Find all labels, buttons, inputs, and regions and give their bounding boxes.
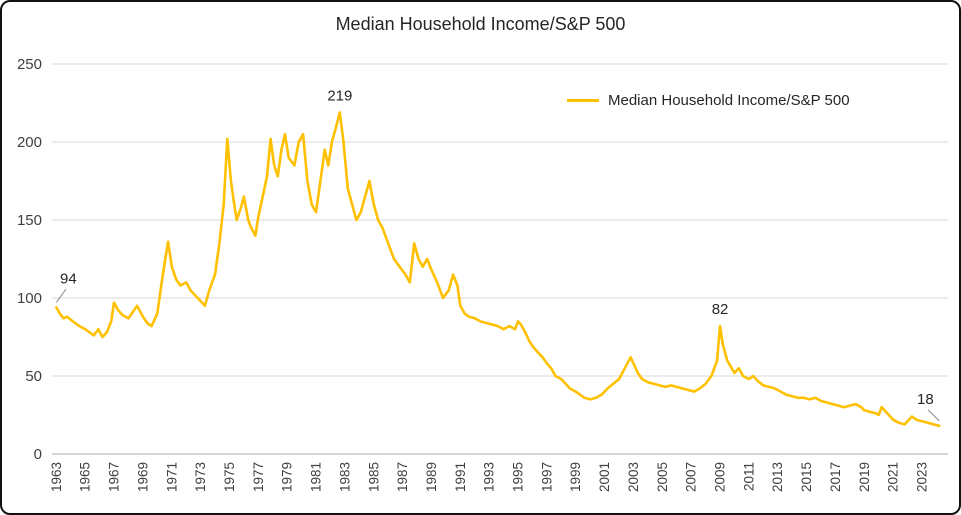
svg-text:2001: 2001 — [597, 462, 612, 492]
data-label: 219 — [327, 87, 352, 104]
svg-text:2007: 2007 — [684, 462, 699, 492]
svg-text:1971: 1971 — [164, 462, 179, 492]
svg-text:150: 150 — [17, 212, 42, 229]
svg-text:100: 100 — [17, 290, 42, 307]
svg-text:1997: 1997 — [539, 462, 554, 492]
svg-text:1989: 1989 — [424, 462, 439, 492]
svg-text:1993: 1993 — [482, 462, 497, 492]
svg-text:2005: 2005 — [655, 462, 670, 492]
svg-text:1979: 1979 — [280, 462, 295, 492]
svg-text:2023: 2023 — [915, 462, 930, 492]
svg-text:1965: 1965 — [78, 462, 93, 492]
data-label: 82 — [712, 301, 729, 318]
svg-text:1987: 1987 — [395, 462, 410, 492]
svg-text:2015: 2015 — [799, 462, 814, 492]
svg-text:1963: 1963 — [49, 462, 64, 492]
legend-label: Median Household Income/S&P 500 — [608, 92, 850, 109]
svg-text:0: 0 — [34, 446, 42, 463]
svg-text:2013: 2013 — [770, 462, 785, 492]
svg-text:1975: 1975 — [222, 462, 237, 492]
svg-text:200: 200 — [17, 134, 42, 151]
svg-text:50: 50 — [25, 368, 42, 385]
svg-text:1983: 1983 — [337, 462, 352, 492]
svg-text:1999: 1999 — [568, 462, 583, 492]
svg-text:2009: 2009 — [713, 462, 728, 492]
svg-text:2021: 2021 — [886, 462, 901, 492]
x-tick-labels: 1963 1965 1967 1969 1971 1973 1975 1977 1979 1981… — [49, 462, 930, 492]
svg-text:1973: 1973 — [193, 462, 208, 492]
svg-text:1969: 1969 — [135, 462, 150, 492]
svg-text:1991: 1991 — [453, 462, 468, 492]
annotations-group: 94 219 82 18 — [55, 87, 940, 422]
svg-text:2003: 2003 — [626, 462, 641, 492]
y-tick-labels: 0 50 100 150 200 250 — [17, 56, 42, 463]
data-label: 18 — [917, 391, 934, 408]
svg-text:2011: 2011 — [741, 462, 756, 491]
svg-text:2019: 2019 — [857, 462, 872, 492]
data-label: 94 — [60, 270, 77, 287]
svg-text:1985: 1985 — [366, 462, 381, 492]
svg-text:1995: 1995 — [511, 462, 526, 492]
gridlines-group — [52, 63, 948, 455]
svg-text:2017: 2017 — [828, 462, 843, 492]
series-line — [55, 111, 941, 428]
svg-text:1977: 1977 — [251, 462, 266, 492]
legend-line-swatch — [567, 99, 599, 102]
legend: Median Household Income/S&P 500 — [567, 92, 850, 109]
svg-text:1981: 1981 — [309, 462, 324, 492]
chart-title: Median Household Income/S&P 500 — [335, 14, 626, 34]
svg-text:250: 250 — [17, 56, 42, 73]
svg-text:1967: 1967 — [107, 462, 122, 492]
